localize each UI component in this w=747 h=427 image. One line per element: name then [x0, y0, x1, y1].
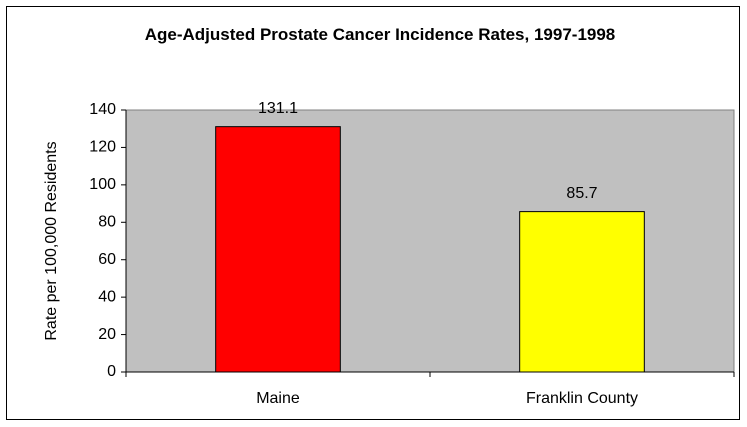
- y-axis-label: Rate per 100,000 Residents: [43, 141, 60, 340]
- y-tick-label: 140: [89, 101, 116, 118]
- data-label: 85.7: [566, 185, 597, 202]
- bar: [215, 126, 341, 373]
- y-tick-label: 80: [98, 214, 116, 231]
- data-label: 131.1: [258, 100, 298, 117]
- y-tick-label: 20: [98, 326, 116, 343]
- y-tick-label: 120: [89, 139, 116, 156]
- y-tick-label: 40: [98, 288, 116, 305]
- bar: [519, 211, 645, 373]
- y-tick-label: 0: [107, 363, 116, 380]
- x-tick-label: Franklin County: [526, 390, 638, 407]
- chart-title: Age-Adjusted Prostate Cancer Incidence R…: [144, 25, 616, 44]
- y-tick-label: 100: [89, 176, 116, 193]
- x-tick-label: Maine: [256, 390, 300, 407]
- y-tick-label: 60: [98, 251, 116, 268]
